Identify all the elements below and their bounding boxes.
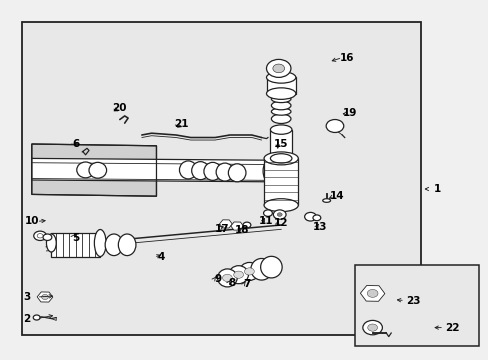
Text: 18: 18 [234, 225, 249, 235]
Ellipse shape [105, 234, 122, 256]
Text: 20: 20 [112, 103, 127, 113]
Bar [354, 265, 478, 346]
Ellipse shape [179, 161, 197, 179]
Circle shape [41, 294, 48, 300]
Text: 19: 19 [342, 108, 356, 118]
Ellipse shape [216, 163, 233, 181]
Circle shape [33, 315, 40, 320]
Ellipse shape [239, 262, 259, 280]
Ellipse shape [118, 234, 136, 256]
Ellipse shape [217, 269, 237, 287]
Text: 4: 4 [157, 252, 165, 262]
Text: 8: 8 [228, 278, 235, 288]
Ellipse shape [89, 162, 106, 178]
Text: 23: 23 [405, 296, 420, 306]
Ellipse shape [191, 162, 209, 180]
Ellipse shape [260, 256, 282, 278]
Ellipse shape [270, 125, 291, 134]
Polygon shape [32, 158, 268, 182]
Text: 6: 6 [72, 139, 79, 149]
Circle shape [367, 324, 377, 331]
Circle shape [222, 274, 232, 282]
Text: 3: 3 [23, 292, 30, 302]
Circle shape [304, 212, 316, 221]
Ellipse shape [271, 114, 290, 123]
Text: 11: 11 [259, 216, 273, 226]
Text: 10: 10 [24, 216, 39, 226]
Circle shape [366, 289, 377, 297]
Ellipse shape [250, 258, 272, 280]
Text: 16: 16 [339, 53, 354, 63]
Circle shape [243, 222, 250, 228]
Circle shape [272, 64, 284, 73]
Circle shape [233, 271, 243, 278]
Ellipse shape [264, 199, 298, 212]
Circle shape [362, 320, 382, 335]
Bar [264, 158, 298, 205]
Ellipse shape [264, 152, 298, 165]
Text: 21: 21 [173, 119, 188, 129]
Text: 5: 5 [72, 233, 79, 243]
Text: 12: 12 [273, 218, 288, 228]
Circle shape [34, 231, 46, 240]
Circle shape [263, 210, 272, 216]
Text: 14: 14 [329, 191, 344, 201]
Ellipse shape [46, 234, 56, 252]
Bar [22, 22, 420, 335]
Ellipse shape [94, 230, 106, 256]
Circle shape [43, 234, 52, 240]
Circle shape [37, 234, 43, 238]
Circle shape [277, 213, 282, 216]
Bar [270, 130, 291, 158]
Circle shape [244, 268, 254, 275]
Circle shape [312, 215, 320, 221]
Bar [51, 233, 100, 256]
Text: 22: 22 [444, 323, 459, 333]
Ellipse shape [266, 88, 295, 99]
Ellipse shape [270, 154, 291, 163]
Ellipse shape [322, 199, 330, 202]
Ellipse shape [77, 162, 94, 178]
Ellipse shape [228, 164, 245, 182]
Text: 1: 1 [433, 184, 440, 194]
Circle shape [273, 210, 285, 219]
Ellipse shape [228, 266, 248, 284]
Bar [266, 77, 295, 94]
Ellipse shape [263, 160, 274, 182]
Ellipse shape [266, 72, 295, 83]
Text: 15: 15 [273, 139, 288, 149]
Circle shape [266, 59, 290, 77]
Ellipse shape [271, 95, 290, 103]
Ellipse shape [203, 162, 221, 180]
Text: 13: 13 [312, 222, 327, 232]
Text: 17: 17 [215, 224, 229, 234]
Text: 9: 9 [214, 274, 221, 284]
Ellipse shape [271, 101, 290, 110]
Text: 7: 7 [243, 279, 250, 289]
Text: 2: 2 [23, 314, 30, 324]
Ellipse shape [271, 108, 290, 115]
Circle shape [325, 120, 343, 132]
Polygon shape [32, 144, 156, 196]
